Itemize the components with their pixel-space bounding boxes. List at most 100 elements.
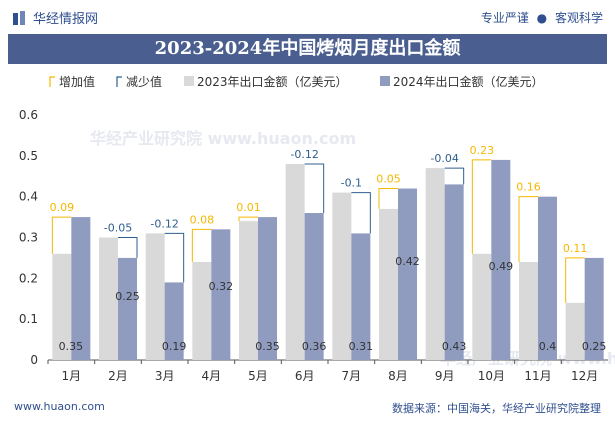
bar-2024 <box>211 229 231 360</box>
slogan-right: 客观科学 <box>554 11 603 25</box>
bar-2023 <box>239 221 258 360</box>
bar-2023 <box>52 253 72 360</box>
y-tick-label: 0.1 <box>19 312 38 326</box>
bar-2024 <box>444 184 464 360</box>
increase-bracket <box>471 159 492 254</box>
increase-label: 0.16 <box>516 181 541 194</box>
x-tick-label: 3月 <box>155 369 175 383</box>
brand-name: 华经情报网 <box>33 12 99 27</box>
value-label-2024: 0.25 <box>582 340 607 353</box>
value-label-2024: 0.19 <box>162 340 187 353</box>
bar-2023 <box>565 302 585 360</box>
top-bar: 华经情报网 专业严谨 ● 客观科学 <box>0 0 615 34</box>
bar-2024 <box>164 282 184 360</box>
y-tick-label: 0.3 <box>19 231 38 245</box>
x-tick-label: 10月 <box>478 369 505 383</box>
value-label-2024: 0.35 <box>255 340 280 353</box>
decrease-label: -0.1 <box>341 177 362 190</box>
increase-label: 0.01 <box>236 201 261 214</box>
bar-2024 <box>351 233 371 360</box>
increase-label: 0.09 <box>50 201 75 214</box>
value-label-2024: 0.36 <box>302 340 327 353</box>
y-tick-label: 0 <box>30 353 38 367</box>
bar-2024 <box>304 213 324 360</box>
x-tick-label: 5月 <box>248 369 268 383</box>
legend-increase-icon <box>49 76 55 87</box>
value-label-2024: 0.25 <box>115 290 140 303</box>
bar-2024 <box>398 188 417 360</box>
bar-2023 <box>519 262 538 360</box>
bar-2023 <box>99 237 118 360</box>
legend-decrease-icon <box>116 76 122 87</box>
slogan: 专业严谨 ● 客观科学 <box>481 9 603 26</box>
bar-2024 <box>538 196 557 360</box>
increase-bracket <box>238 216 258 222</box>
bar-2023 <box>332 192 352 360</box>
bar-2024 <box>71 217 91 360</box>
legend-2023-label: 2023年出口金额（亿美元） <box>197 74 348 89</box>
value-label-2024: 0.35 <box>59 340 84 353</box>
value-label-2024: 0.43 <box>442 340 467 353</box>
watermark-text: 华经产业研究院 www.huaon.com <box>90 129 356 148</box>
decrease-bracket <box>118 237 138 258</box>
bar-2023 <box>425 168 445 360</box>
chart-title: 2023-2024年中国烤烟月度出口金额 <box>8 34 607 64</box>
value-label-2024: 0.31 <box>349 340 374 353</box>
decrease-label: -0.05 <box>104 222 132 235</box>
legend-2024-swatch <box>380 76 390 86</box>
bar-2023 <box>192 262 212 360</box>
decrease-label: -0.12 <box>150 217 178 230</box>
x-tick-label: 1月 <box>62 369 82 383</box>
value-label-2024: 0.42 <box>395 255 420 268</box>
bar-2023 <box>472 253 492 360</box>
increase-bracket <box>378 188 398 209</box>
brand: 华经情报网 <box>12 8 98 27</box>
increase-label: 0.08 <box>190 213 215 226</box>
x-tick-label: 6月 <box>295 369 315 383</box>
decrease-label: -0.12 <box>290 148 318 161</box>
increase-bracket <box>565 257 585 303</box>
slogan-dot: ● <box>536 11 548 25</box>
decrease-bracket <box>444 167 465 185</box>
footer-source: 数据来源：中国海关，华经产业研究院整理 <box>392 402 601 415</box>
x-tick-label: 11月 <box>524 369 551 383</box>
increase-bracket <box>191 228 212 262</box>
increase-label: 0.23 <box>470 144 495 157</box>
x-tick-label: 2月 <box>108 369 128 383</box>
increase-bracket <box>518 196 538 262</box>
value-label-2024: 0.49 <box>489 260 514 273</box>
bar-2024 <box>491 159 511 360</box>
value-label-2024: 0.4 <box>539 340 557 353</box>
decrease-bracket <box>164 232 185 283</box>
legend-2023-swatch <box>184 76 194 86</box>
slogan-left: 专业严谨 <box>480 11 529 25</box>
decrease-label: -0.04 <box>430 152 458 165</box>
bar-2023 <box>285 164 305 360</box>
footer-website: www.huaon.com <box>14 400 105 413</box>
bar-2024 <box>118 257 137 360</box>
x-tick-label: 7月 <box>342 369 362 383</box>
decrease-bracket <box>351 192 371 234</box>
y-tick-label: 0.6 <box>19 108 38 122</box>
x-tick-label: 4月 <box>202 369 222 383</box>
x-tick-label: 9月 <box>435 369 455 383</box>
y-tick-label: 0.4 <box>19 190 38 204</box>
bar-2023 <box>379 208 398 360</box>
chart: 华经产业研究院 www.huaon.com华经产业研究院 www.huaon.c… <box>19 74 615 383</box>
bar-2024 <box>584 257 604 360</box>
decrease-bracket <box>304 163 325 213</box>
y-tick-label: 0.5 <box>19 149 38 163</box>
value-label-2024: 0.32 <box>209 280 234 293</box>
legend-decrease-label: 减少值 <box>126 74 162 89</box>
y-tick-label: 0.2 <box>19 271 38 285</box>
x-tick-label: 8月 <box>388 369 408 383</box>
legend-increase-label: 增加值 <box>59 74 95 89</box>
bar-2023 <box>145 233 165 360</box>
increase-label: 0.05 <box>376 173 401 186</box>
legend-2024-label: 2024年出口金额（亿美元） <box>393 74 544 89</box>
increase-bracket <box>51 216 72 254</box>
brand-logo-icon <box>13 11 25 25</box>
x-tick-label: 12月 <box>571 369 598 383</box>
bar-2024 <box>258 217 277 360</box>
increase-label: 0.11 <box>563 242 588 255</box>
